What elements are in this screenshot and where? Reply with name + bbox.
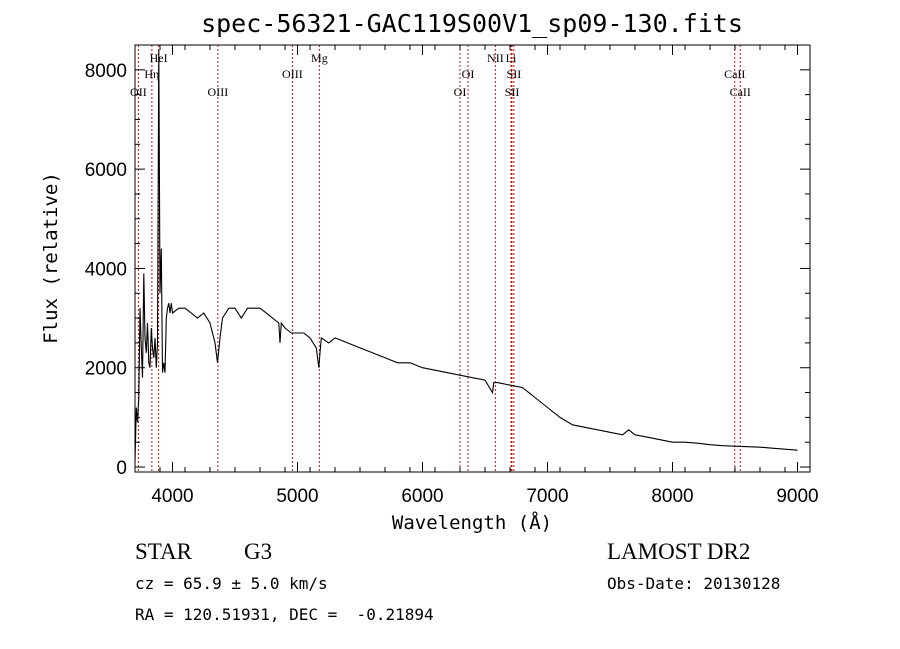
chart-title: spec-56321-GAC119S00V1_sp09-130.fits [201,9,743,38]
object-type: STAR [135,539,192,564]
y-tick-label: 2000 [85,359,127,380]
spectral-line-label: OI [454,85,467,99]
spectral-line-label: SII [505,85,520,99]
spectral-line-label: NII [487,51,504,65]
x-axis-ticks: 4000 5000 6000 7000 8000 9000 [134,45,819,507]
x-tick-label: 5000 [276,486,318,507]
y-tick-label: 4000 [85,259,127,280]
observation-date: Obs-Date: 20130128 [607,574,781,593]
spectral-line-label: OI [462,67,475,81]
x-tick-label: 7000 [526,486,568,507]
x-tick-label: 8000 [651,486,693,507]
flux-series-line [134,49,798,463]
plot-frame [134,44,811,473]
y-tick-label: 6000 [85,160,127,181]
y-axis-label: Flux (relative) [40,172,62,344]
spectral-line-label: CaII [724,67,745,81]
y-tick-label: 0 [116,458,127,479]
coordinates: RA = 120.51931, DEC = -0.21894 [135,605,434,624]
x-axis-label: Wavelength (Å) [392,511,552,534]
spectral-line-label: Mg [311,51,328,65]
spectral-line-labels: OIIHηHeIOIIIOIIIMgOIOINIISIISIILiCaIICaI… [130,51,751,99]
x-tick-label: 9000 [776,486,818,507]
spectral-line-label: SII [507,67,522,81]
spectral-line-label: OII [130,85,147,99]
spectral-line-label: OIII [208,85,229,99]
y-axis-ticks: 0 2000 4000 6000 8000 [85,44,810,479]
spectral-line-markers [137,45,741,472]
spectral-line-label: Li [506,51,517,65]
spectral-line-label: Hη [144,67,159,81]
redshift-velocity: cz = 65.9 ± 5.0 km/s [135,574,328,593]
x-tick-label: 4000 [151,486,193,507]
spectral-line-label: OIII [282,67,303,81]
x-tick-label: 6000 [401,486,443,507]
spectral-line-label: CaII [730,85,751,99]
survey-name: LAMOST DR2 [607,539,751,564]
spectral-subclass: G3 [244,539,273,564]
y-tick-label: 8000 [85,61,127,82]
